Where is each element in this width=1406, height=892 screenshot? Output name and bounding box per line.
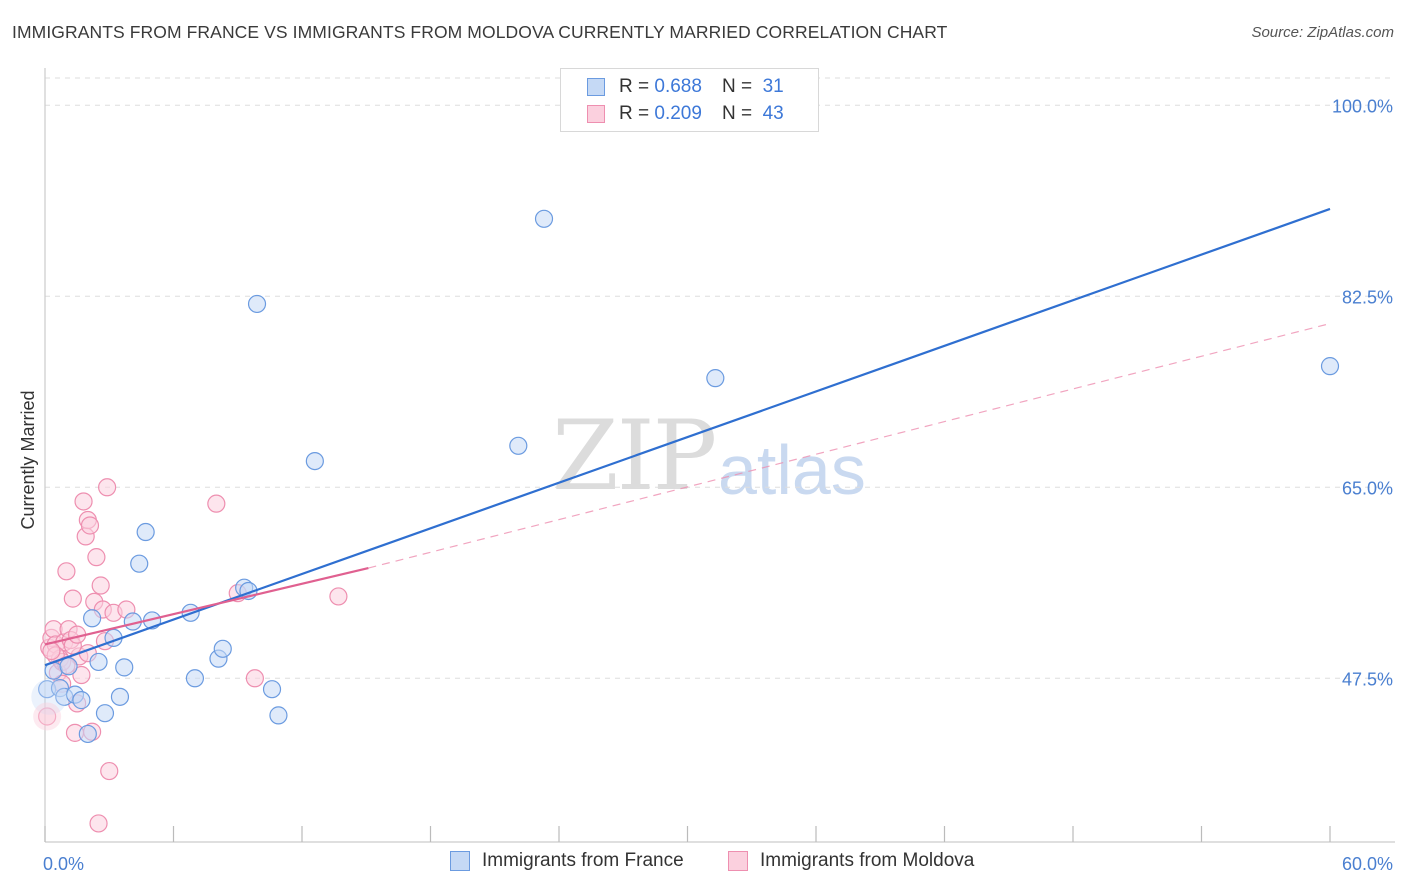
source-label: Source: ZipAtlas.com <box>1251 24 1394 41</box>
moldova-point-34 <box>245 669 264 688</box>
moldova-point-23 <box>87 548 106 567</box>
france-point-28 <box>509 436 528 455</box>
france-point-4 <box>59 657 78 676</box>
france-point-27 <box>305 451 324 471</box>
france-point-12 <box>110 687 130 706</box>
moldova-point-9 <box>57 562 76 581</box>
x-tick-label-1: 60.0% <box>1342 854 1393 874</box>
france-point-10 <box>95 704 115 723</box>
legend-moldova[interactable]: Immigrants from Moldova <box>728 850 974 872</box>
france-point-6 <box>72 691 91 710</box>
france-point-13 <box>115 658 134 677</box>
y-tick-label-0: 47.5% <box>1342 669 1393 689</box>
watermark-atlas: atlas <box>718 431 866 509</box>
moldova-point-0 <box>38 707 57 726</box>
legend-france-swatch <box>450 851 470 871</box>
moldova-r-label: R = <box>619 103 650 124</box>
moldova-point-32 <box>207 494 226 513</box>
france-n-label: N = <box>721 76 753 97</box>
france-point-cluster <box>31 678 68 715</box>
france-point-21 <box>213 639 232 658</box>
france-point-30 <box>706 369 725 388</box>
legend-row-moldova: R = 0.209 N = 43 <box>587 101 784 127</box>
france-point-7 <box>78 724 97 744</box>
france-r-label: R = <box>619 76 650 97</box>
moldova-point-16 <box>72 665 91 685</box>
moldova-point-20 <box>80 516 100 535</box>
moldova-swatch <box>587 105 605 123</box>
moldova-trend-dashed <box>368 322 1331 569</box>
france-swatch <box>587 78 605 96</box>
y-tick-label-1: 65.0% <box>1342 478 1393 498</box>
moldova-point-12 <box>63 589 82 608</box>
moldova-point-35 <box>329 587 348 606</box>
moldova-point-25 <box>91 576 110 595</box>
moldova-point-17 <box>74 492 93 511</box>
legend-moldova-label: Immigrants from Moldova <box>760 850 975 871</box>
moldova-point-24 <box>89 814 108 833</box>
france-point-31 <box>1320 357 1340 376</box>
france-n-value: 31 <box>762 76 784 97</box>
stats-legend: R = 0.688 N = 31 R = 0.209 N = 43 <box>560 68 819 132</box>
legend-france-label: Immigrants from France <box>482 850 684 871</box>
legend-moldova-swatch <box>728 851 748 871</box>
y-tick-label-3: 100.0% <box>1332 96 1393 116</box>
moldova-r-value: 0.209 <box>654 103 702 124</box>
france-point-9 <box>89 652 108 672</box>
moldova-point-29 <box>100 761 119 781</box>
france-point-24 <box>247 294 267 314</box>
y-axis-label: Currently Married <box>18 390 38 529</box>
france-trend-line <box>44 207 1331 667</box>
france-point-8 <box>83 609 102 628</box>
x-tick-label-0: 0.0% <box>43 854 84 874</box>
france-point-25 <box>262 680 282 699</box>
france-point-19 <box>185 669 205 688</box>
moldova-point-28 <box>98 478 117 497</box>
france-r-value: 0.688 <box>654 76 702 97</box>
legend-row-france: R = 0.688 N = 31 <box>587 74 784 100</box>
y-tick-label-2: 82.5% <box>1342 287 1393 307</box>
france-point-29 <box>534 209 554 228</box>
france-point-15 <box>130 554 149 573</box>
chart-title: IMMIGRANTS FROM FRANCE VS IMMIGRANTS FRO… <box>12 22 948 42</box>
france-point-26 <box>269 706 288 725</box>
moldova-trend-solid <box>44 566 369 646</box>
moldova-n-value: 43 <box>762 103 784 124</box>
france-point-16 <box>136 522 155 542</box>
legend-france[interactable]: Immigrants from France <box>450 850 684 872</box>
moldova-point-cluster <box>33 702 62 731</box>
moldova-n-label: N = <box>721 103 753 124</box>
